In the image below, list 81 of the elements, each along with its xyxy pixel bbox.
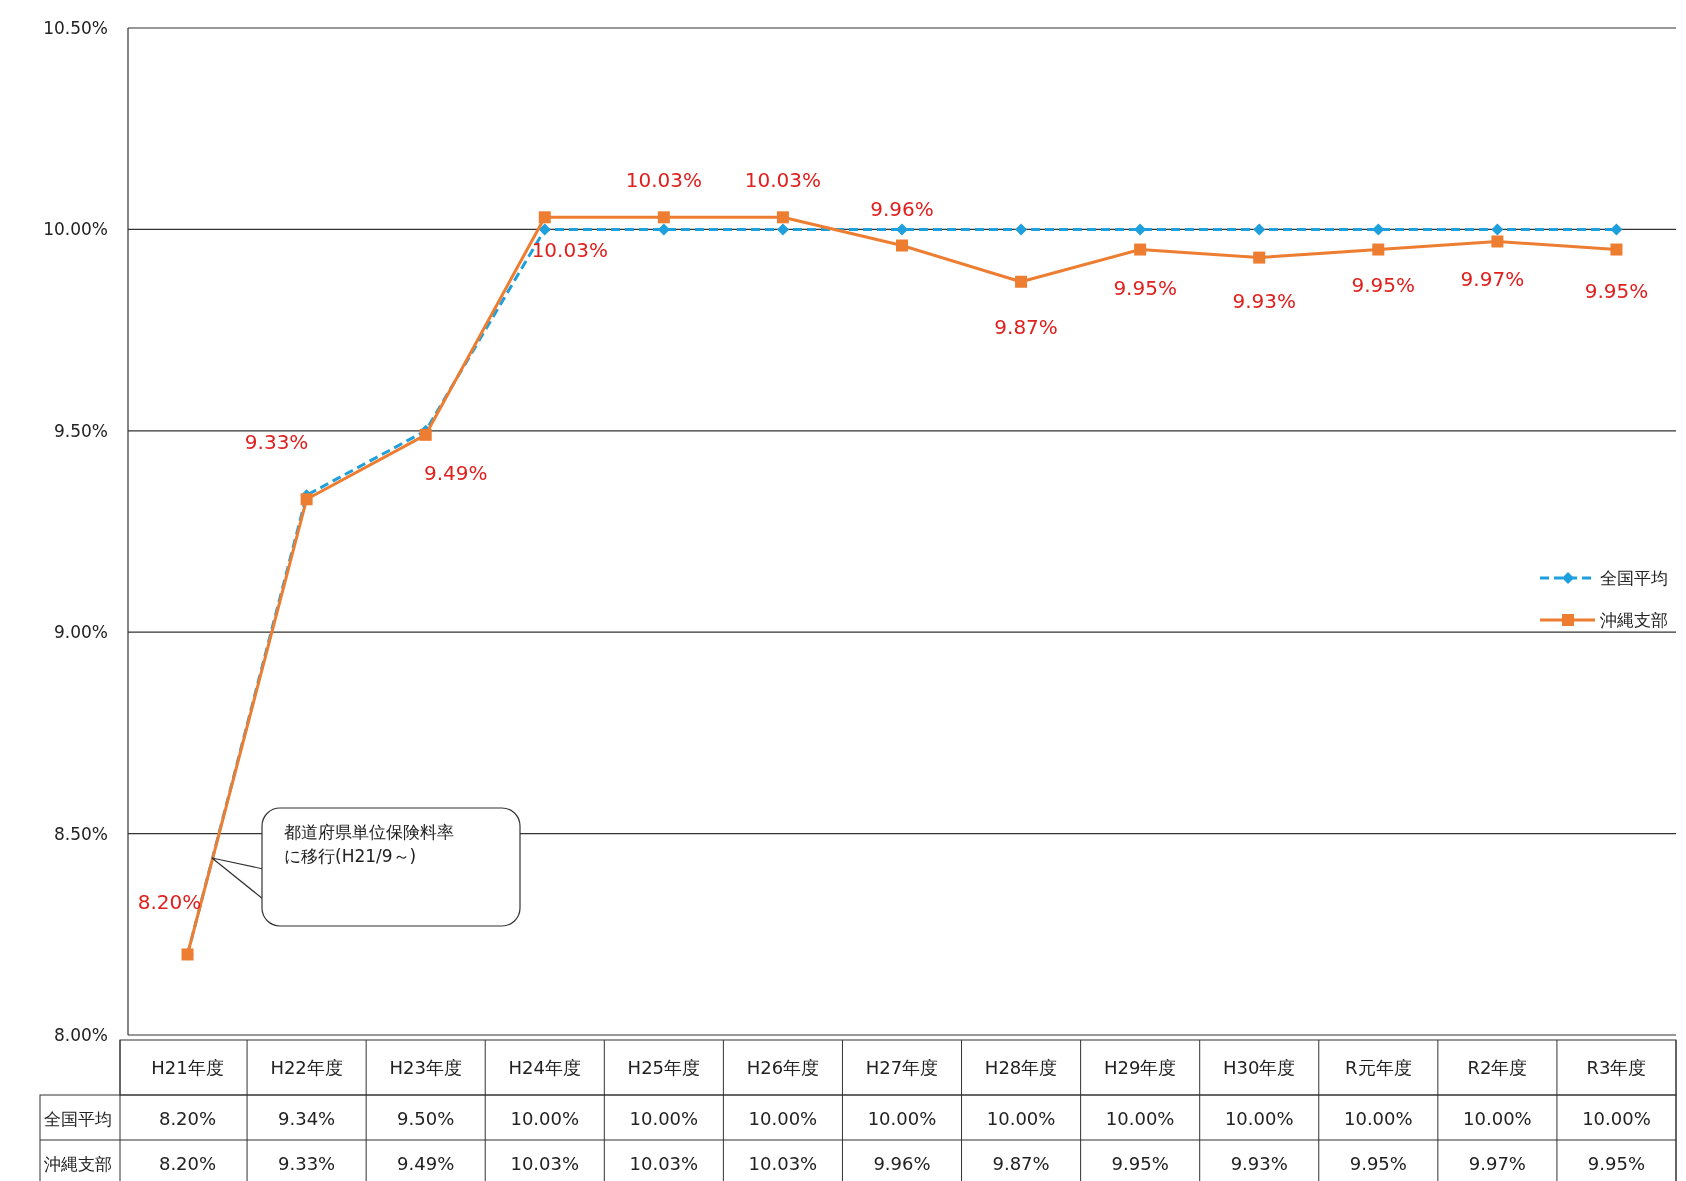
text: 9.95%	[1351, 272, 1416, 297]
point	[1253, 223, 1266, 236]
point	[657, 211, 670, 224]
point	[1372, 243, 1385, 256]
x-tick-label: R3年度	[1586, 1057, 1647, 1078]
data-label: 10.00%	[1105, 1108, 1175, 1129]
data-label: 10.03%	[510, 1153, 580, 1174]
data-label: 9.97%	[1468, 1153, 1526, 1174]
y-tick-label: 8.50%	[53, 823, 108, 844]
annotation: 都道府県単位保険料率に移行(H21/9～)	[284, 822, 454, 866]
point	[1610, 243, 1623, 256]
text: 10.03%	[625, 168, 702, 193]
x-tick-label: H21年度	[151, 1057, 224, 1078]
data-label: 9.95%	[1587, 1153, 1646, 1174]
point	[538, 223, 551, 236]
x-tick-label: H25年度	[627, 1057, 701, 1078]
point	[1491, 223, 1504, 236]
data-label: 10.00%	[1582, 1108, 1651, 1129]
point	[419, 428, 432, 441]
x-tick-label: H23年度	[389, 1057, 462, 1078]
data-label: 10.00%	[510, 1108, 580, 1129]
text: 9.95%	[1113, 275, 1177, 300]
data-label: 9.93%	[1230, 1153, 1288, 1174]
point	[776, 211, 789, 224]
text: 9.33%	[244, 430, 309, 455]
text: 沖縄支部	[44, 1154, 112, 1174]
data-label: 8.20%	[158, 1108, 217, 1129]
data-label: 8.20%	[158, 1153, 217, 1174]
text: 10.03%	[531, 238, 608, 263]
text: 9.95%	[1584, 278, 1649, 303]
data-label: 9.95%	[1349, 1153, 1407, 1174]
x-tick-label: R元年度	[1345, 1057, 1412, 1078]
point	[776, 223, 789, 236]
point	[1491, 235, 1504, 248]
data-label: 10.00%	[748, 1108, 818, 1129]
text: 8.20%	[137, 890, 202, 915]
point	[896, 223, 908, 236]
point	[1253, 251, 1266, 264]
point	[896, 239, 908, 252]
data-label: 10.00%	[1463, 1108, 1532, 1129]
legend-label: 沖縄支部	[1600, 610, 1668, 630]
x-tick-label: H28年度	[984, 1057, 1058, 1078]
data-label: 10.00%	[1343, 1108, 1413, 1129]
x-tick-label: R2年度	[1467, 1057, 1528, 1078]
point	[1134, 243, 1147, 256]
text: 全国平均	[44, 1109, 112, 1129]
x-tick-label: H27年度	[865, 1057, 939, 1078]
data-label: 9.96%	[873, 1153, 931, 1174]
data-label: 9.49%	[397, 1153, 455, 1174]
data-label: 9.33%	[278, 1153, 336, 1174]
data-label: 10.03%	[748, 1153, 818, 1174]
text: 10.03%	[744, 168, 822, 193]
data-label: 9.50%	[397, 1108, 455, 1129]
legend-label: 全国平均	[1600, 568, 1668, 588]
y-tick-label: 8.00%	[53, 1025, 108, 1045]
y-tick-label: 9.50%	[53, 420, 108, 441]
data-label: 10.00%	[986, 1108, 1056, 1129]
data-label: 9.87%	[992, 1153, 1050, 1174]
x-tick-label: H29年度	[1103, 1057, 1177, 1078]
text: 9.97%	[1460, 267, 1525, 292]
data-label: 10.00%	[629, 1108, 699, 1129]
x-tick-label: H22年度	[270, 1057, 343, 1078]
y-tick-label: 9.00%	[53, 622, 108, 643]
point	[1015, 223, 1028, 236]
x-tick-label: H24年度	[508, 1057, 581, 1078]
point	[1015, 275, 1028, 288]
text: 9.87%	[994, 314, 1058, 339]
y-tick-label: 10.00%	[43, 219, 108, 240]
text: 9.96%	[870, 196, 934, 221]
x-tick-label: H30年度	[1223, 1057, 1296, 1078]
data-label: 10.00%	[1224, 1108, 1294, 1129]
data-label: 10.03%	[629, 1153, 699, 1174]
data-label: 10.00%	[867, 1108, 937, 1129]
point	[300, 493, 313, 506]
point	[538, 211, 551, 224]
x-tick-label: H26年度	[746, 1057, 820, 1078]
text: 9.93%	[1232, 288, 1296, 313]
text: 9.49%	[423, 460, 488, 485]
data-label: 9.95%	[1111, 1153, 1169, 1174]
data-label: 9.34%	[278, 1108, 336, 1129]
y-tick-label: 10.50%	[43, 18, 108, 38]
